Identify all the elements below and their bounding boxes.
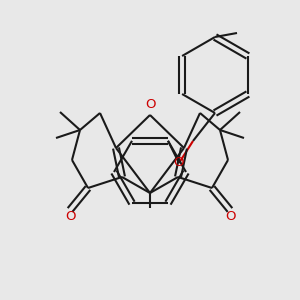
Text: O: O [174,157,184,169]
Text: O: O [145,98,155,112]
Text: O: O [65,211,75,224]
Text: O: O [225,211,235,224]
